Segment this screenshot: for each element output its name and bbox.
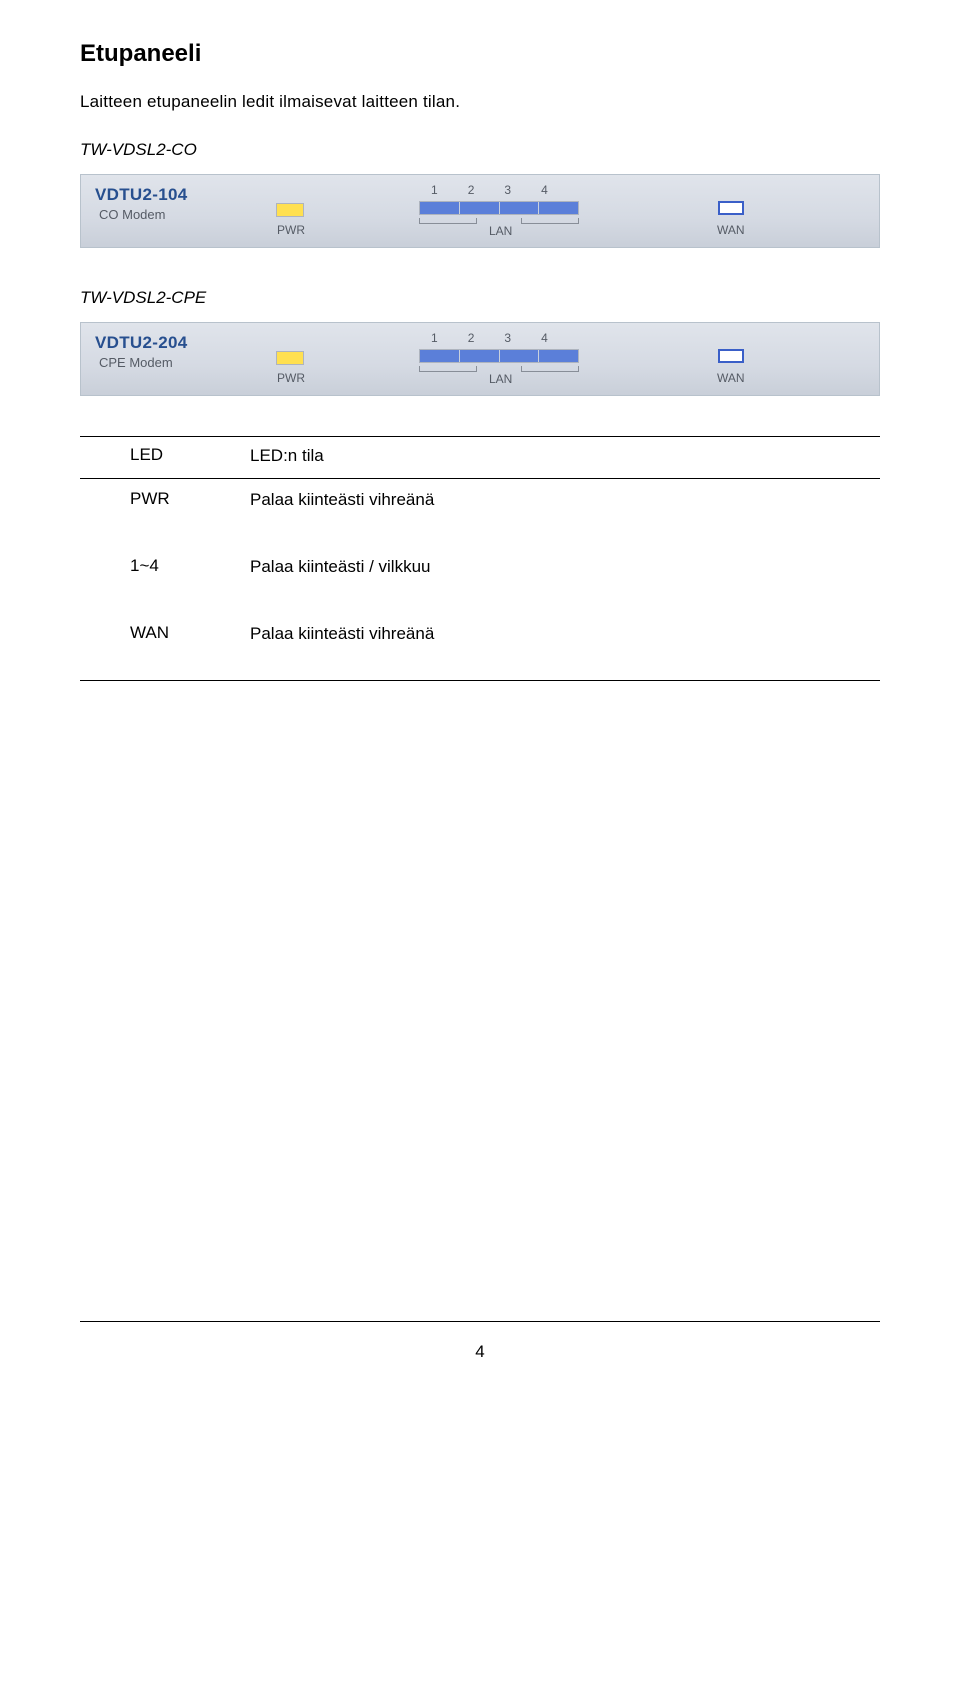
pwr-led-icon — [276, 351, 304, 365]
lan-num: 4 — [541, 183, 548, 197]
page-title: Etupaneeli — [80, 40, 880, 68]
page-number: 4 — [80, 1342, 880, 1362]
lan-numbers: 1 2 3 4 — [431, 331, 548, 345]
panel-name: VDTU2-204 — [95, 333, 187, 353]
lan-bracket-right — [521, 218, 579, 224]
lan-bracket-right — [521, 366, 579, 372]
lan-num: 1 — [431, 183, 438, 197]
lan-label: LAN — [489, 372, 512, 386]
table-row: PWR Palaa kiinteästi vihreänä — [80, 479, 880, 546]
panel-name: VDTU2-104 — [95, 185, 187, 205]
footer-rule — [80, 1321, 880, 1322]
intro-text: Laitteen etupaneelin ledit ilmaisevat la… — [80, 92, 880, 112]
lan-bracket-left — [419, 366, 477, 372]
wan-led-icon — [718, 201, 744, 215]
td-led: 1~4 — [80, 556, 240, 579]
table-row: WAN Palaa kiinteästi vihreänä — [80, 613, 880, 680]
led-table: LED LED:n tila PWR Palaa kiinteästi vihr… — [80, 436, 880, 681]
lan-bracket-left — [419, 218, 477, 224]
lan-num: 1 — [431, 331, 438, 345]
wan-led-icon — [718, 349, 744, 363]
td-led: WAN — [80, 623, 240, 646]
front-panel-0: VDTU2-104 CO Modem PWR 1 2 3 4 LAN WAN — [80, 174, 880, 248]
th-state: LED:n tila — [240, 445, 470, 468]
lan-label: LAN — [489, 224, 512, 238]
front-panel-1: VDTU2-204 CPE Modem PWR 1 2 3 4 LAN WAN — [80, 322, 880, 396]
lan-led-strip — [419, 349, 579, 363]
panel-sub: CPE Modem — [99, 355, 173, 370]
lan-led-strip — [419, 201, 579, 215]
lan-num: 2 — [468, 183, 475, 197]
model-label-0: TW-VDSL2-CO — [80, 140, 880, 160]
lan-num: 2 — [468, 331, 475, 345]
wan-label: WAN — [717, 223, 745, 237]
table-header-row: LED LED:n tila — [80, 437, 880, 478]
lan-numbers: 1 2 3 4 — [431, 183, 548, 197]
td-led: PWR — [80, 489, 240, 512]
td-state: Palaa kiinteästi vihreänä — [240, 623, 470, 646]
td-state: Palaa kiinteästi / vilkkuu — [240, 556, 470, 579]
table-rule — [80, 680, 880, 681]
th-led: LED — [80, 445, 240, 468]
wan-label: WAN — [717, 371, 745, 385]
td-state: Palaa kiinteästi vihreänä — [240, 489, 470, 512]
lan-num: 3 — [504, 331, 511, 345]
model-label-1: TW-VDSL2-CPE — [80, 288, 880, 308]
table-row: 1~4 Palaa kiinteästi / vilkkuu — [80, 546, 880, 613]
pwr-led-icon — [276, 203, 304, 217]
panel-sub: CO Modem — [99, 207, 165, 222]
lan-num: 4 — [541, 331, 548, 345]
lan-num: 3 — [504, 183, 511, 197]
pwr-label: PWR — [277, 223, 305, 237]
pwr-label: PWR — [277, 371, 305, 385]
